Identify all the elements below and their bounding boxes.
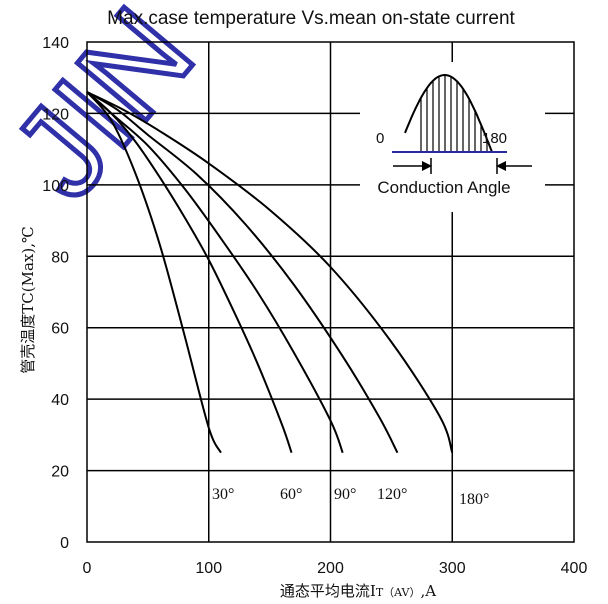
y-tick-label: 40	[51, 392, 69, 409]
inset-background	[360, 62, 545, 212]
inset-label-start: 0	[376, 130, 384, 147]
series-label: 90°	[334, 486, 356, 503]
y-tick-label: 20	[51, 464, 69, 481]
x-axis-label: 通态平均电流IT（AV）,A	[280, 582, 436, 600]
x-tick-label: 300	[439, 560, 466, 577]
series-line	[86, 91, 344, 454]
series-line	[86, 91, 293, 454]
series-line	[86, 91, 399, 454]
series-line	[86, 91, 222, 454]
chart-title: Max.case temperature Vs.mean on-state cu…	[107, 8, 515, 29]
inset-label-end: 180	[482, 130, 507, 147]
y-axis-label: 管壳温度TC(Max),℃	[19, 226, 37, 374]
series-label: 120°	[377, 486, 407, 503]
x-axis-label-subscript: T（AV）	[376, 586, 421, 599]
x-tick-label: 200	[317, 560, 344, 577]
curve-labels: 30° 60° 90° 120° 180°	[212, 486, 489, 508]
y-tick-label: 0	[60, 535, 69, 552]
y-tick-label: 80	[51, 249, 69, 266]
inset-hatching	[420, 75, 488, 152]
tick-labels: 0 20 40 60 80 100 120 140 0 100 200 300 400	[42, 35, 587, 577]
inset-arrow-right-head	[496, 161, 506, 171]
conduction-angle-inset: 0 180 Conduction Angle	[360, 62, 545, 212]
series-line	[86, 91, 454, 454]
y-tick-label: 140	[42, 35, 69, 52]
inset-caption: Conduction Angle	[377, 178, 510, 197]
y-tick-label: 120	[42, 106, 69, 123]
axes	[86, 41, 575, 543]
y-tick-label: 100	[42, 178, 69, 195]
x-axis-label-suffix: ,A	[421, 582, 437, 600]
plot-frame	[86, 41, 575, 543]
inset-waveform	[404, 73, 493, 153]
x-axis-label-prefix: 通态平均电流I	[280, 582, 376, 600]
series-label: 60°	[280, 486, 302, 503]
series-lines	[86, 91, 454, 454]
inset-arrow-left-head	[422, 161, 432, 171]
x-tick-label: 100	[195, 560, 222, 577]
series-label: 180°	[459, 491, 489, 508]
x-tick-label: 0	[83, 560, 92, 577]
x-tick-label: 400	[561, 560, 588, 577]
y-tick-label: 60	[51, 321, 69, 338]
series-label: 30°	[212, 486, 234, 503]
